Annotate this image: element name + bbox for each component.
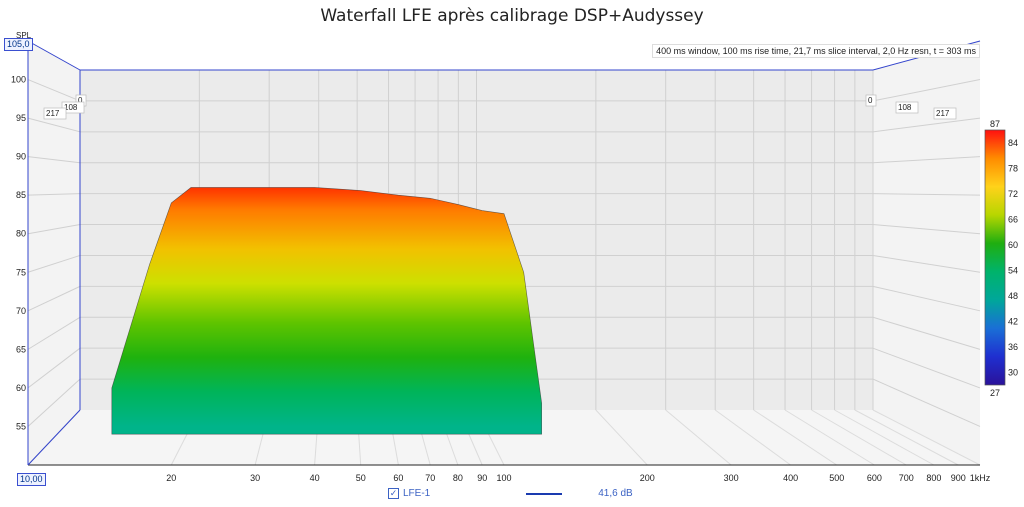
frame-edge <box>27 40 81 71</box>
y-grid-line-right <box>872 193 981 196</box>
y-grid-line-left <box>27 254 81 273</box>
x-tick-label: 30 <box>250 473 260 483</box>
x-grid-line-floor <box>872 409 981 466</box>
depth-label-box <box>43 107 67 120</box>
colorbar-tick-label: 87 <box>990 119 1000 129</box>
colorbar-tick-label: 60 <box>1008 240 1018 250</box>
depth-label-box <box>895 101 919 114</box>
legend-line-swatch <box>526 492 563 495</box>
y-grid-line-left <box>27 224 81 235</box>
y-grid-line-left <box>27 347 81 389</box>
y-grid-line-right <box>872 79 981 102</box>
x-tick-label: 1kHz <box>970 473 991 483</box>
x-tick-label: 200 <box>640 473 655 483</box>
y-grid-line-right <box>872 224 981 235</box>
depth-label-right: 108 <box>898 103 912 112</box>
colorbar-tick-label: 84 <box>1008 138 1018 148</box>
chart-title: Waterfall LFE après calibrage DSP+Audyss… <box>320 6 704 26</box>
y-grid-line-right <box>872 254 981 273</box>
y-axis-title: SPL <box>16 31 32 40</box>
depth-label-left: 0 <box>78 96 83 105</box>
x-tick-label: 80 <box>453 473 463 483</box>
legend-value: 41,6 dB <box>598 488 633 499</box>
colorbar-tick-label: 54 <box>1008 265 1018 275</box>
y-tick-label: 60 <box>16 383 26 393</box>
depth-label-box <box>865 94 877 107</box>
y-grid-line-left <box>27 79 81 102</box>
x-tick-label: 900 <box>951 473 966 483</box>
x-grid-line-floor <box>753 409 837 466</box>
colorbar-tick-label: 27 <box>990 388 1000 398</box>
y-tick-label: 55 <box>16 421 26 431</box>
x-grid-line-floor <box>595 409 648 466</box>
colorbar-tick-label: 42 <box>1008 316 1018 326</box>
colorbar-tick-label: 78 <box>1008 163 1018 173</box>
legend: ✓ LFE-1 41,6 dB <box>388 488 633 499</box>
colorbar-tick-label: 30 <box>1008 367 1018 377</box>
y-grid-line-right <box>872 347 981 389</box>
x-tick-label: 500 <box>829 473 844 483</box>
x-tick-label: 100 <box>496 473 511 483</box>
y-grid-line-left <box>27 316 81 350</box>
y-grid-line-right <box>872 378 981 427</box>
x-grid-line-floor <box>854 409 959 466</box>
y-tick-label: 85 <box>16 190 26 200</box>
y-tick-label: 95 <box>16 113 26 123</box>
colorbar-tick-label: 66 <box>1008 214 1018 224</box>
x-tick-label: 20 <box>166 473 176 483</box>
info-label: 400 ms window, 100 ms rise time, 21,7 ms… <box>652 44 980 58</box>
y-grid-line-right <box>872 316 981 350</box>
x-tick-label: 70 <box>425 473 435 483</box>
x-tick-label: 50 <box>356 473 366 483</box>
y-tick-label: 70 <box>16 306 26 316</box>
x-tick-label: 400 <box>783 473 798 483</box>
colorbar <box>984 129 1006 386</box>
y-top-input[interactable]: 105,0 <box>4 38 33 51</box>
depth-label-box <box>61 101 85 114</box>
depth-label-right: 0 <box>868 96 873 105</box>
colorbar-tick-label: 72 <box>1008 189 1018 199</box>
x-tick-label: 700 <box>899 473 914 483</box>
depth-label-box <box>933 107 957 120</box>
x-grid-line-floor <box>714 409 791 466</box>
x-tick-label: 300 <box>724 473 739 483</box>
y-tick-label: 90 <box>16 152 26 162</box>
x-tick-label: 600 <box>867 473 882 483</box>
y-tick-label: 100 <box>11 75 26 85</box>
y-grid-line-right <box>872 117 981 133</box>
x-tick-label: 90 <box>477 473 487 483</box>
frame-edge <box>27 409 81 466</box>
depth-label-left: 108 <box>64 103 78 112</box>
x-left-input[interactable]: 10,00 <box>17 473 46 486</box>
y-grid-line-right <box>872 285 981 312</box>
waterfall-slice <box>111 187 542 435</box>
y-tick-label: 75 <box>16 267 26 277</box>
colorbar-tick-label: 36 <box>1008 342 1018 352</box>
y-tick-label: 80 <box>16 229 26 239</box>
legend-label: LFE-1 <box>403 488 431 499</box>
y-grid-line-left <box>27 193 81 196</box>
depth-label-right: 217 <box>936 109 950 118</box>
x-grid-line-floor <box>834 409 935 466</box>
legend-checkbox[interactable]: ✓ <box>388 488 399 499</box>
x-grid-line-floor <box>811 409 907 466</box>
x-grid-line-floor <box>784 409 875 466</box>
left-wall <box>28 41 80 465</box>
y-grid-line-left <box>27 285 81 312</box>
colorbar-tick-label: 48 <box>1008 291 1018 301</box>
y-grid-line-right <box>872 156 981 164</box>
y-grid-line-left <box>27 378 81 427</box>
y-grid-line-left <box>27 117 81 133</box>
right-wall <box>873 41 980 465</box>
x-tick-label: 40 <box>310 473 320 483</box>
x-grid-line-floor <box>665 409 732 466</box>
depth-label-left: 217 <box>46 109 60 118</box>
y-grid-line-left <box>27 156 81 164</box>
x-tick-label: 800 <box>926 473 941 483</box>
y-tick-label: 65 <box>16 344 26 354</box>
x-tick-label: 60 <box>393 473 403 483</box>
